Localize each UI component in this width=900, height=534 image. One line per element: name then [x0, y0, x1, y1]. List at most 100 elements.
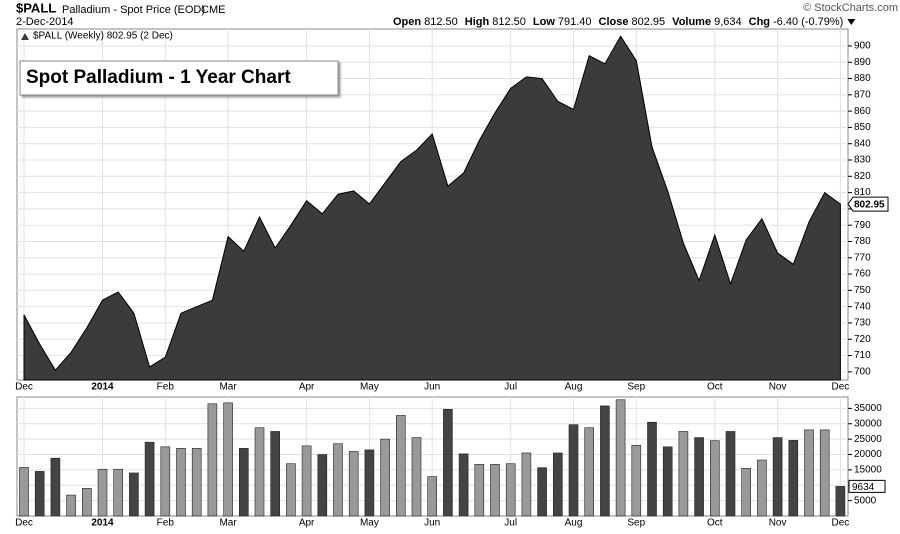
volume-bar [66, 494, 76, 517]
x-tick-label: Aug [565, 518, 583, 529]
y-tick-label: 5000 [854, 495, 877, 506]
quote-label: Open [393, 16, 421, 28]
x-tick-label: Oct [707, 382, 723, 393]
quote-label: Volume [672, 16, 711, 28]
x-tick-label: Jul [504, 382, 517, 393]
volume-bar [191, 448, 202, 517]
y-tick-label: 720 [854, 334, 871, 345]
y-tick-label: 860 [854, 106, 871, 117]
volume-bar [144, 441, 155, 517]
x-tick-label: Dec [15, 518, 33, 529]
y-tick-label: 770 [854, 252, 871, 263]
plot-layer: 7007107207307407507607707807908008108208… [15, 29, 889, 529]
last-volume-box [848, 479, 886, 493]
volume-bar [678, 431, 689, 517]
volume-bar [662, 446, 673, 517]
y-tick-label: 850 [854, 122, 871, 133]
volume-bar [568, 424, 579, 517]
x-tick-label: Feb [157, 518, 175, 529]
volume-bar [725, 431, 736, 517]
y-tick-label: 870 [854, 89, 871, 100]
volume-bar [552, 452, 563, 517]
last-volume-label: 9634 [852, 482, 875, 493]
volume-bar [427, 476, 438, 517]
symbol: $PALL [16, 0, 56, 15]
volume-bar [615, 399, 626, 517]
quote-value: -6.40 (-0.79%) [773, 16, 843, 28]
volume-bar [772, 437, 783, 517]
price-area [23, 35, 841, 381]
volume-bar [631, 444, 642, 517]
y-tick-label: 750 [854, 285, 871, 296]
volume-bar [286, 463, 296, 517]
quote-label: Close [599, 16, 629, 28]
y-tick-label: 730 [854, 318, 871, 329]
volume-bar [317, 454, 328, 517]
y-tick-label: 35000 [854, 403, 882, 414]
x-tick-label: 2014 [91, 382, 114, 393]
x-tick-label: May [360, 382, 379, 393]
volume-bar [443, 408, 453, 517]
y-tick-label: 20000 [854, 449, 882, 460]
y-tick-label: 760 [854, 269, 871, 280]
volume-bar [34, 471, 45, 517]
title-box [19, 60, 339, 96]
volume-bar [380, 438, 390, 517]
volume-bar [694, 437, 704, 517]
x-tick-label: Nov [769, 382, 787, 393]
x-tick-label: Dec [832, 518, 850, 529]
quote-label: High [465, 16, 490, 28]
legend: $PALL (Weekly) 802.95 (2 Dec) [33, 31, 173, 42]
quote-value: 791.40 [558, 16, 592, 28]
volume-bar [584, 427, 595, 517]
x-tick-label: Apr [299, 518, 315, 529]
x-tick-label: Apr [299, 382, 315, 393]
volume-bar [129, 472, 139, 517]
quote: Open 812.50 High 812.50 Low 791.40 Close 802.95… [393, 16, 856, 28]
x-tick-label: 2014 [91, 518, 114, 529]
y-tick-label: 790 [854, 220, 871, 231]
volume-bar [301, 445, 312, 517]
volume-bar [348, 451, 359, 517]
volume-bar [600, 405, 610, 517]
volume-bar [176, 448, 186, 517]
volume-bar [333, 443, 343, 517]
y-tick-label: 700 [854, 366, 871, 377]
volume-bar [19, 467, 29, 517]
y-tick-label: 880 [854, 73, 871, 84]
volume-bar [82, 488, 92, 517]
legend-icon [21, 33, 29, 40]
y-tick-label: 780 [854, 236, 871, 247]
x-tick-label: Sep [627, 382, 645, 393]
y-tick-label: 810 [854, 187, 871, 198]
date: 2-Dec-2014 [16, 16, 73, 28]
x-tick-label: Oct [707, 518, 723, 529]
volume-bar [788, 440, 799, 517]
quote-label: Low [533, 16, 555, 28]
volume-bar [709, 440, 720, 517]
x-tick-label: Jun [424, 382, 440, 393]
x-tick-label: Mar [219, 518, 237, 529]
chart-title: Spot Palladium - 1 Year Chart [26, 67, 291, 88]
y-tick-label: 30000 [854, 418, 882, 429]
y-tick-label: 15000 [854, 465, 882, 476]
x-tick-label: Mar [219, 382, 237, 393]
y-tick-label: 710 [854, 350, 871, 361]
volume-bar [537, 467, 547, 517]
quote-label: Chg [749, 16, 770, 28]
volume-bar [97, 468, 108, 517]
volume-bar [741, 468, 752, 517]
y-tick-label: 890 [854, 57, 871, 68]
exchange: CME [201, 4, 225, 16]
x-tick-label: Dec [15, 382, 33, 393]
x-tick-label: Dec [832, 382, 850, 393]
x-tick-label: May [360, 518, 379, 529]
volume-bar [364, 449, 375, 517]
volume-bar [113, 468, 123, 517]
x-tick-label: Sep [627, 518, 645, 529]
y-tick-label: 900 [854, 41, 871, 52]
volume-bar [223, 402, 233, 517]
volume-bar [804, 429, 814, 517]
y-tick-label: 740 [854, 301, 871, 312]
x-tick-label: Jul [504, 518, 517, 529]
